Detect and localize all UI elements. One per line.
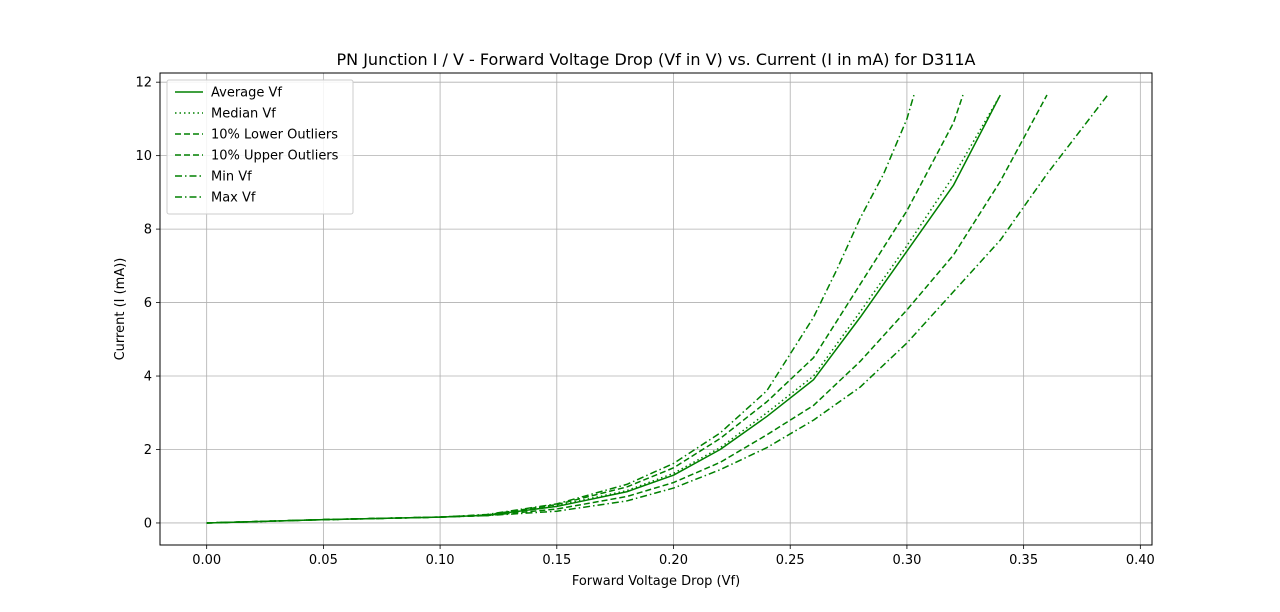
legend-box: [166, 79, 354, 215]
legend-entry: Min Vf: [211, 170, 252, 185]
x-tick-label: 0.20: [659, 553, 688, 568]
series-layer: [206, 94, 1109, 524]
y-tick-label: 8: [144, 223, 152, 238]
legend-entry: Median Vf: [211, 107, 276, 122]
y-tick-label: 12: [135, 76, 152, 91]
legend-entry: 10% Lower Outliers: [211, 128, 338, 143]
y-tick-label: 0: [144, 516, 152, 531]
x-tick-label: 0.30: [892, 553, 921, 568]
x-tick-label: 0.10: [426, 553, 455, 568]
y-axis-label: Current (I (mA)): [113, 258, 128, 361]
plot-frame: [159, 72, 1153, 546]
x-tick-label: 0.00: [192, 553, 221, 568]
legend: Average Vf Median Vf 10% Lower Outliers 10%…: [166, 79, 354, 215]
x-tick-label: 0.40: [1126, 553, 1155, 568]
x-tick-label: 0.15: [542, 553, 571, 568]
chart-title: PN Junction I / V - Forward Voltage Drop…: [337, 50, 976, 69]
x-tick-label: 0.25: [776, 553, 805, 568]
y-tick-label: 10: [135, 149, 152, 164]
x-tick-label: 0.35: [1009, 553, 1038, 568]
series-line-10-upper-outliers: [206, 94, 964, 524]
series-line-average-vf: [206, 94, 1001, 524]
series-line-10-lower-outliers: [206, 94, 1048, 524]
series-line-max-vf: [206, 94, 915, 524]
y-tick-label: 2: [144, 443, 152, 458]
legend-entry: 10% Upper Outliers: [211, 149, 339, 164]
legend-entry: Max Vf: [211, 191, 256, 206]
y-tick-label: 6: [144, 296, 152, 311]
grid: [160, 73, 1152, 545]
x-tick-label: 0.05: [309, 553, 338, 568]
y-tick-label: 4: [144, 370, 152, 385]
x-axis-label: Forward Voltage Drop (Vf): [572, 574, 740, 589]
legend-entry: Average Vf: [211, 86, 282, 101]
ticks: 0.00 0.05 0.10 0.15 0.20 0.25 0.30 0.35 0.40 0 2 4 6…: [135, 76, 1154, 568]
